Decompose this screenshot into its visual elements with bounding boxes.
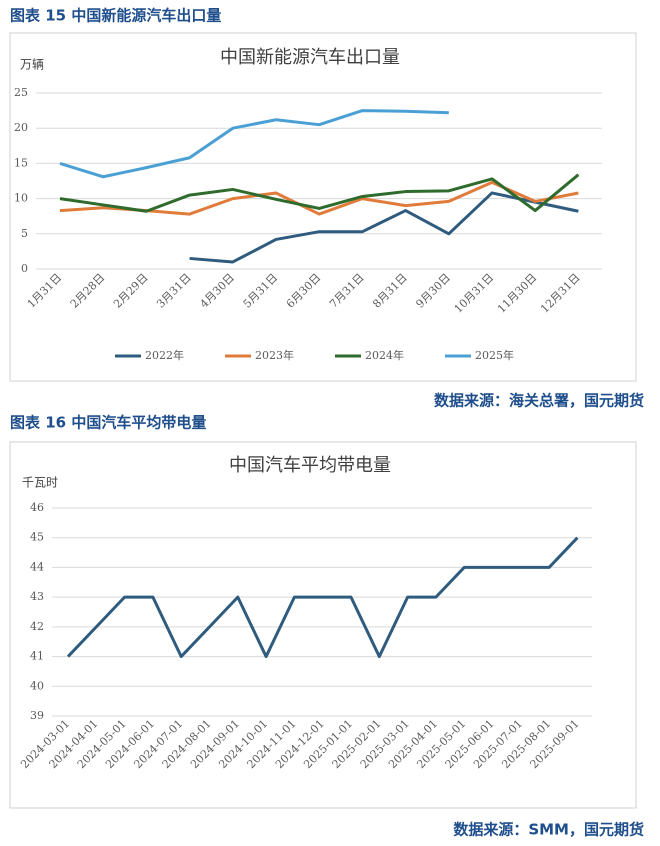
legend-label: 2022年 — [145, 348, 184, 362]
y-tick-label: 43 — [30, 590, 44, 603]
series-line — [66, 536, 579, 659]
y-tick-label: 44 — [30, 560, 44, 573]
legend-label: 2023年 — [255, 348, 294, 362]
caption: 图表 16 中国汽车平均带电量 — [10, 414, 206, 432]
legend-label: 2024年 — [365, 348, 404, 362]
y-tick-label: 46 — [30, 501, 44, 514]
series-line — [189, 191, 579, 264]
source: 数据来源：海关总署，国元期货 — [434, 392, 644, 410]
y-tick-label: 39 — [30, 709, 44, 722]
y-tick-label: 5 — [21, 227, 28, 240]
chart-frame — [9, 441, 637, 809]
y-tick-label: 40 — [30, 679, 44, 692]
y-tick-label: 0 — [21, 262, 28, 275]
chart-title: 中国汽车平均带电量 — [229, 455, 391, 476]
y-tick-label: 45 — [30, 531, 44, 544]
y-unit: 万辆 — [20, 58, 44, 72]
y-tick-label: 42 — [30, 620, 44, 633]
y-tick-label: 20 — [14, 121, 28, 134]
y-unit: 千瓦时 — [22, 476, 58, 490]
y-tick-label: 41 — [30, 650, 44, 663]
chart-title: 中国新能源汽车出口量 — [220, 47, 400, 68]
series-line — [59, 109, 449, 179]
series-line — [59, 173, 580, 213]
source: 数据来源：SMM，国元期货 — [453, 821, 644, 839]
caption: 图表 15 中国新能源汽车出口量 — [10, 7, 221, 25]
y-tick-label: 10 — [14, 192, 28, 205]
legend-label: 2025年 — [475, 348, 514, 362]
y-tick-label: 15 — [14, 156, 28, 169]
y-tick-label: 25 — [14, 86, 28, 99]
